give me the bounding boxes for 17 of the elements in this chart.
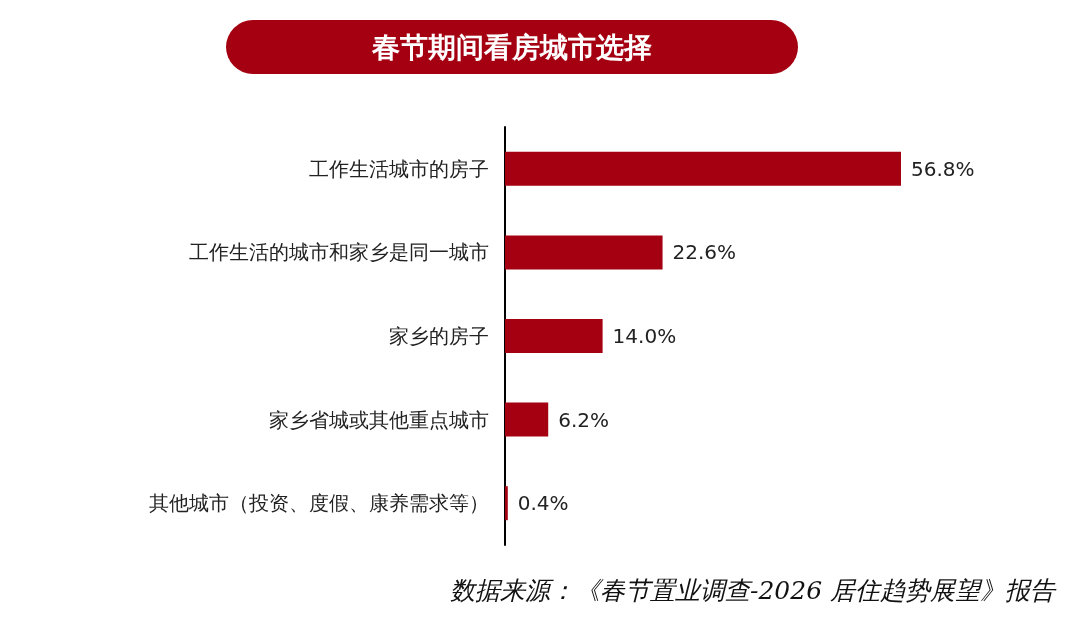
data-label: 22.6% xyxy=(672,240,737,265)
bar xyxy=(505,402,549,437)
bar xyxy=(505,151,901,186)
data-label: 6.2% xyxy=(558,407,610,432)
bar xyxy=(505,235,663,270)
data-label: 14.0% xyxy=(612,324,677,348)
bar xyxy=(505,486,508,521)
y-tick-label: 工作生活的城市和家乡是同一城市 xyxy=(189,240,489,265)
source-note: 数据来源：《春节置业调查-2026 居住趋势展望》报告 xyxy=(449,576,1057,605)
data-label: 0.4% xyxy=(517,491,569,516)
chart-title: 春节期间看房城市选择 xyxy=(371,30,652,64)
bar xyxy=(505,319,603,353)
y-tick-label: 家乡的房子 xyxy=(389,324,489,348)
y-tick-label: 工作生活城市的房子 xyxy=(309,156,489,181)
y-tick-label: 家乡省城或其他重点城市 xyxy=(269,407,489,432)
y-tick-label: 其他城市（投资、度假、康养需求等） xyxy=(149,491,489,516)
data-label: 56.8% xyxy=(911,156,975,181)
